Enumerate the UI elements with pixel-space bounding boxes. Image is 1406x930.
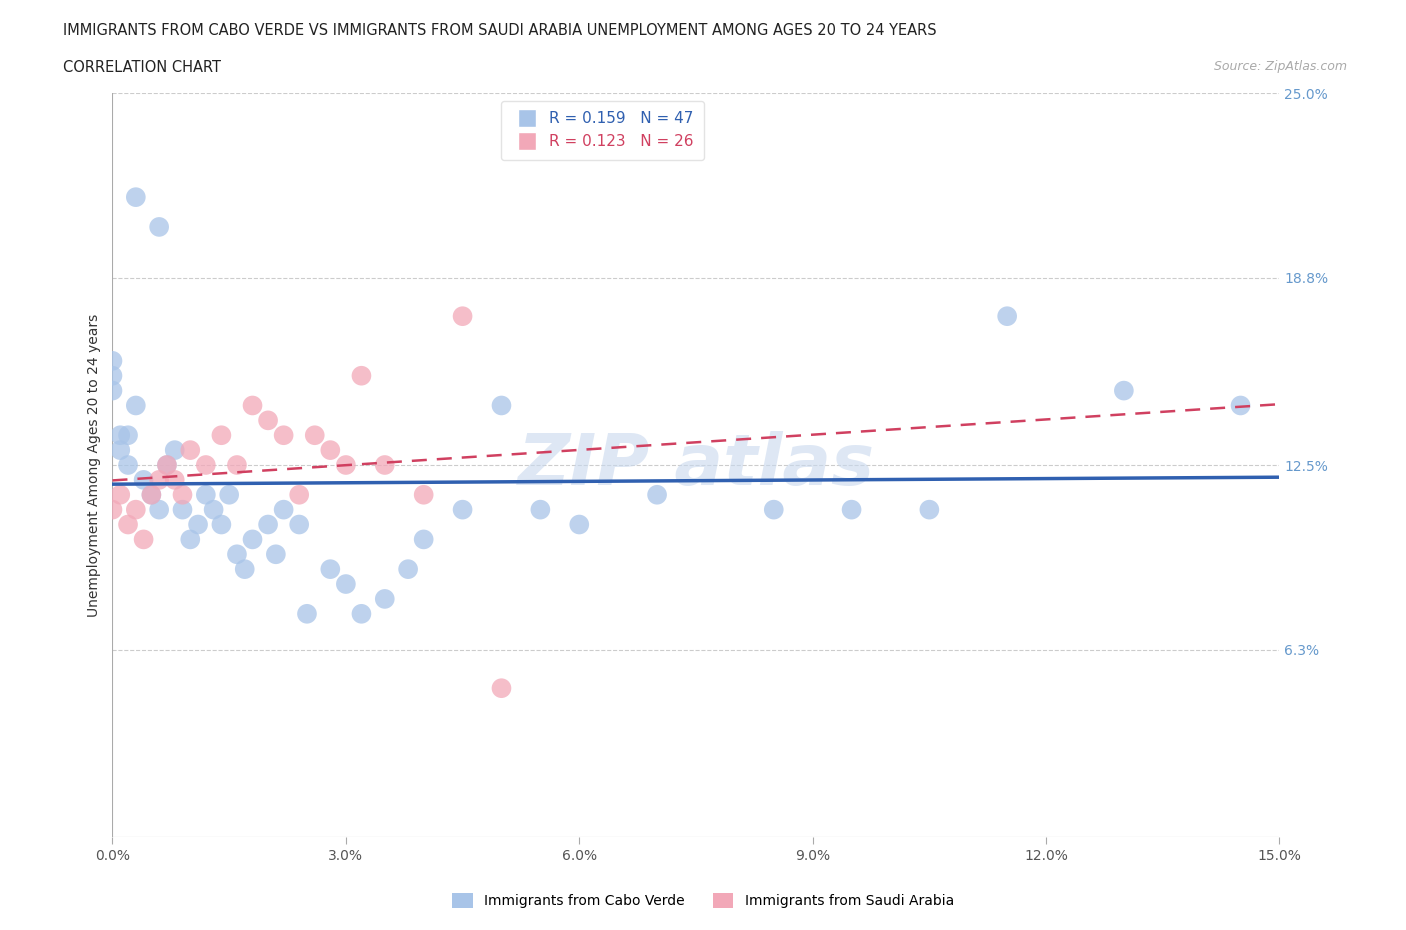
- Point: [304, 428, 326, 443]
- Point: [374, 458, 396, 472]
- Point: [918, 502, 941, 517]
- Point: [148, 472, 170, 487]
- Point: [412, 532, 434, 547]
- Point: [233, 562, 256, 577]
- Text: IMMIGRANTS FROM CABO VERDE VS IMMIGRANTS FROM SAUDI ARABIA UNEMPLOYMENT AMONG AG: IMMIGRANTS FROM CABO VERDE VS IMMIGRANTS…: [63, 23, 936, 38]
- Text: ZIP atlas: ZIP atlas: [517, 431, 875, 499]
- Point: [350, 368, 373, 383]
- Point: [117, 428, 139, 443]
- Point: [762, 502, 785, 517]
- Point: [101, 353, 124, 368]
- Point: [202, 502, 225, 517]
- Point: [335, 458, 357, 472]
- Point: [242, 398, 264, 413]
- Point: [412, 487, 434, 502]
- Point: [374, 591, 396, 606]
- Legend: R = 0.159   N = 47, R = 0.123   N = 26: R = 0.159 N = 47, R = 0.123 N = 26: [502, 100, 704, 160]
- Point: [319, 443, 342, 458]
- Point: [125, 190, 148, 205]
- Text: CORRELATION CHART: CORRELATION CHART: [63, 60, 221, 75]
- Point: [257, 517, 280, 532]
- Point: [172, 487, 194, 502]
- Point: [194, 458, 217, 472]
- Point: [101, 368, 124, 383]
- Point: [132, 472, 155, 487]
- Point: [194, 487, 217, 502]
- Point: [242, 532, 264, 547]
- Point: [172, 502, 194, 517]
- Point: [132, 532, 155, 547]
- Point: [110, 428, 132, 443]
- Point: [218, 487, 240, 502]
- Point: [141, 487, 163, 502]
- Point: [226, 458, 249, 472]
- Point: [1112, 383, 1135, 398]
- Point: [148, 219, 170, 234]
- Point: [491, 398, 513, 413]
- Point: [110, 487, 132, 502]
- Point: [451, 309, 474, 324]
- Point: [110, 443, 132, 458]
- Point: [335, 577, 357, 591]
- Point: [841, 502, 863, 517]
- Point: [350, 606, 373, 621]
- Point: [156, 458, 179, 472]
- Point: [288, 517, 311, 532]
- Point: [1229, 398, 1251, 413]
- Point: [101, 502, 124, 517]
- Point: [226, 547, 249, 562]
- Point: [209, 517, 232, 532]
- Point: [491, 681, 513, 696]
- Text: Source: ZipAtlas.com: Source: ZipAtlas.com: [1213, 60, 1347, 73]
- Y-axis label: Unemployment Among Ages 20 to 24 years: Unemployment Among Ages 20 to 24 years: [87, 313, 101, 617]
- Point: [156, 458, 179, 472]
- Point: [645, 487, 668, 502]
- Point: [273, 502, 295, 517]
- Point: [209, 428, 232, 443]
- Point: [163, 443, 186, 458]
- Point: [295, 606, 318, 621]
- Point: [451, 502, 474, 517]
- Point: [141, 487, 163, 502]
- Legend: Immigrants from Cabo Verde, Immigrants from Saudi Arabia: Immigrants from Cabo Verde, Immigrants f…: [447, 888, 959, 914]
- Point: [257, 413, 280, 428]
- Point: [568, 517, 591, 532]
- Point: [125, 502, 148, 517]
- Point: [125, 398, 148, 413]
- Point: [264, 547, 287, 562]
- Point: [319, 562, 342, 577]
- Point: [288, 487, 311, 502]
- Point: [187, 517, 209, 532]
- Point: [117, 458, 139, 472]
- Point: [396, 562, 419, 577]
- Point: [529, 502, 551, 517]
- Point: [163, 472, 186, 487]
- Point: [117, 517, 139, 532]
- Point: [148, 502, 170, 517]
- Point: [273, 428, 295, 443]
- Point: [179, 532, 201, 547]
- Point: [101, 383, 124, 398]
- Point: [995, 309, 1018, 324]
- Point: [179, 443, 201, 458]
